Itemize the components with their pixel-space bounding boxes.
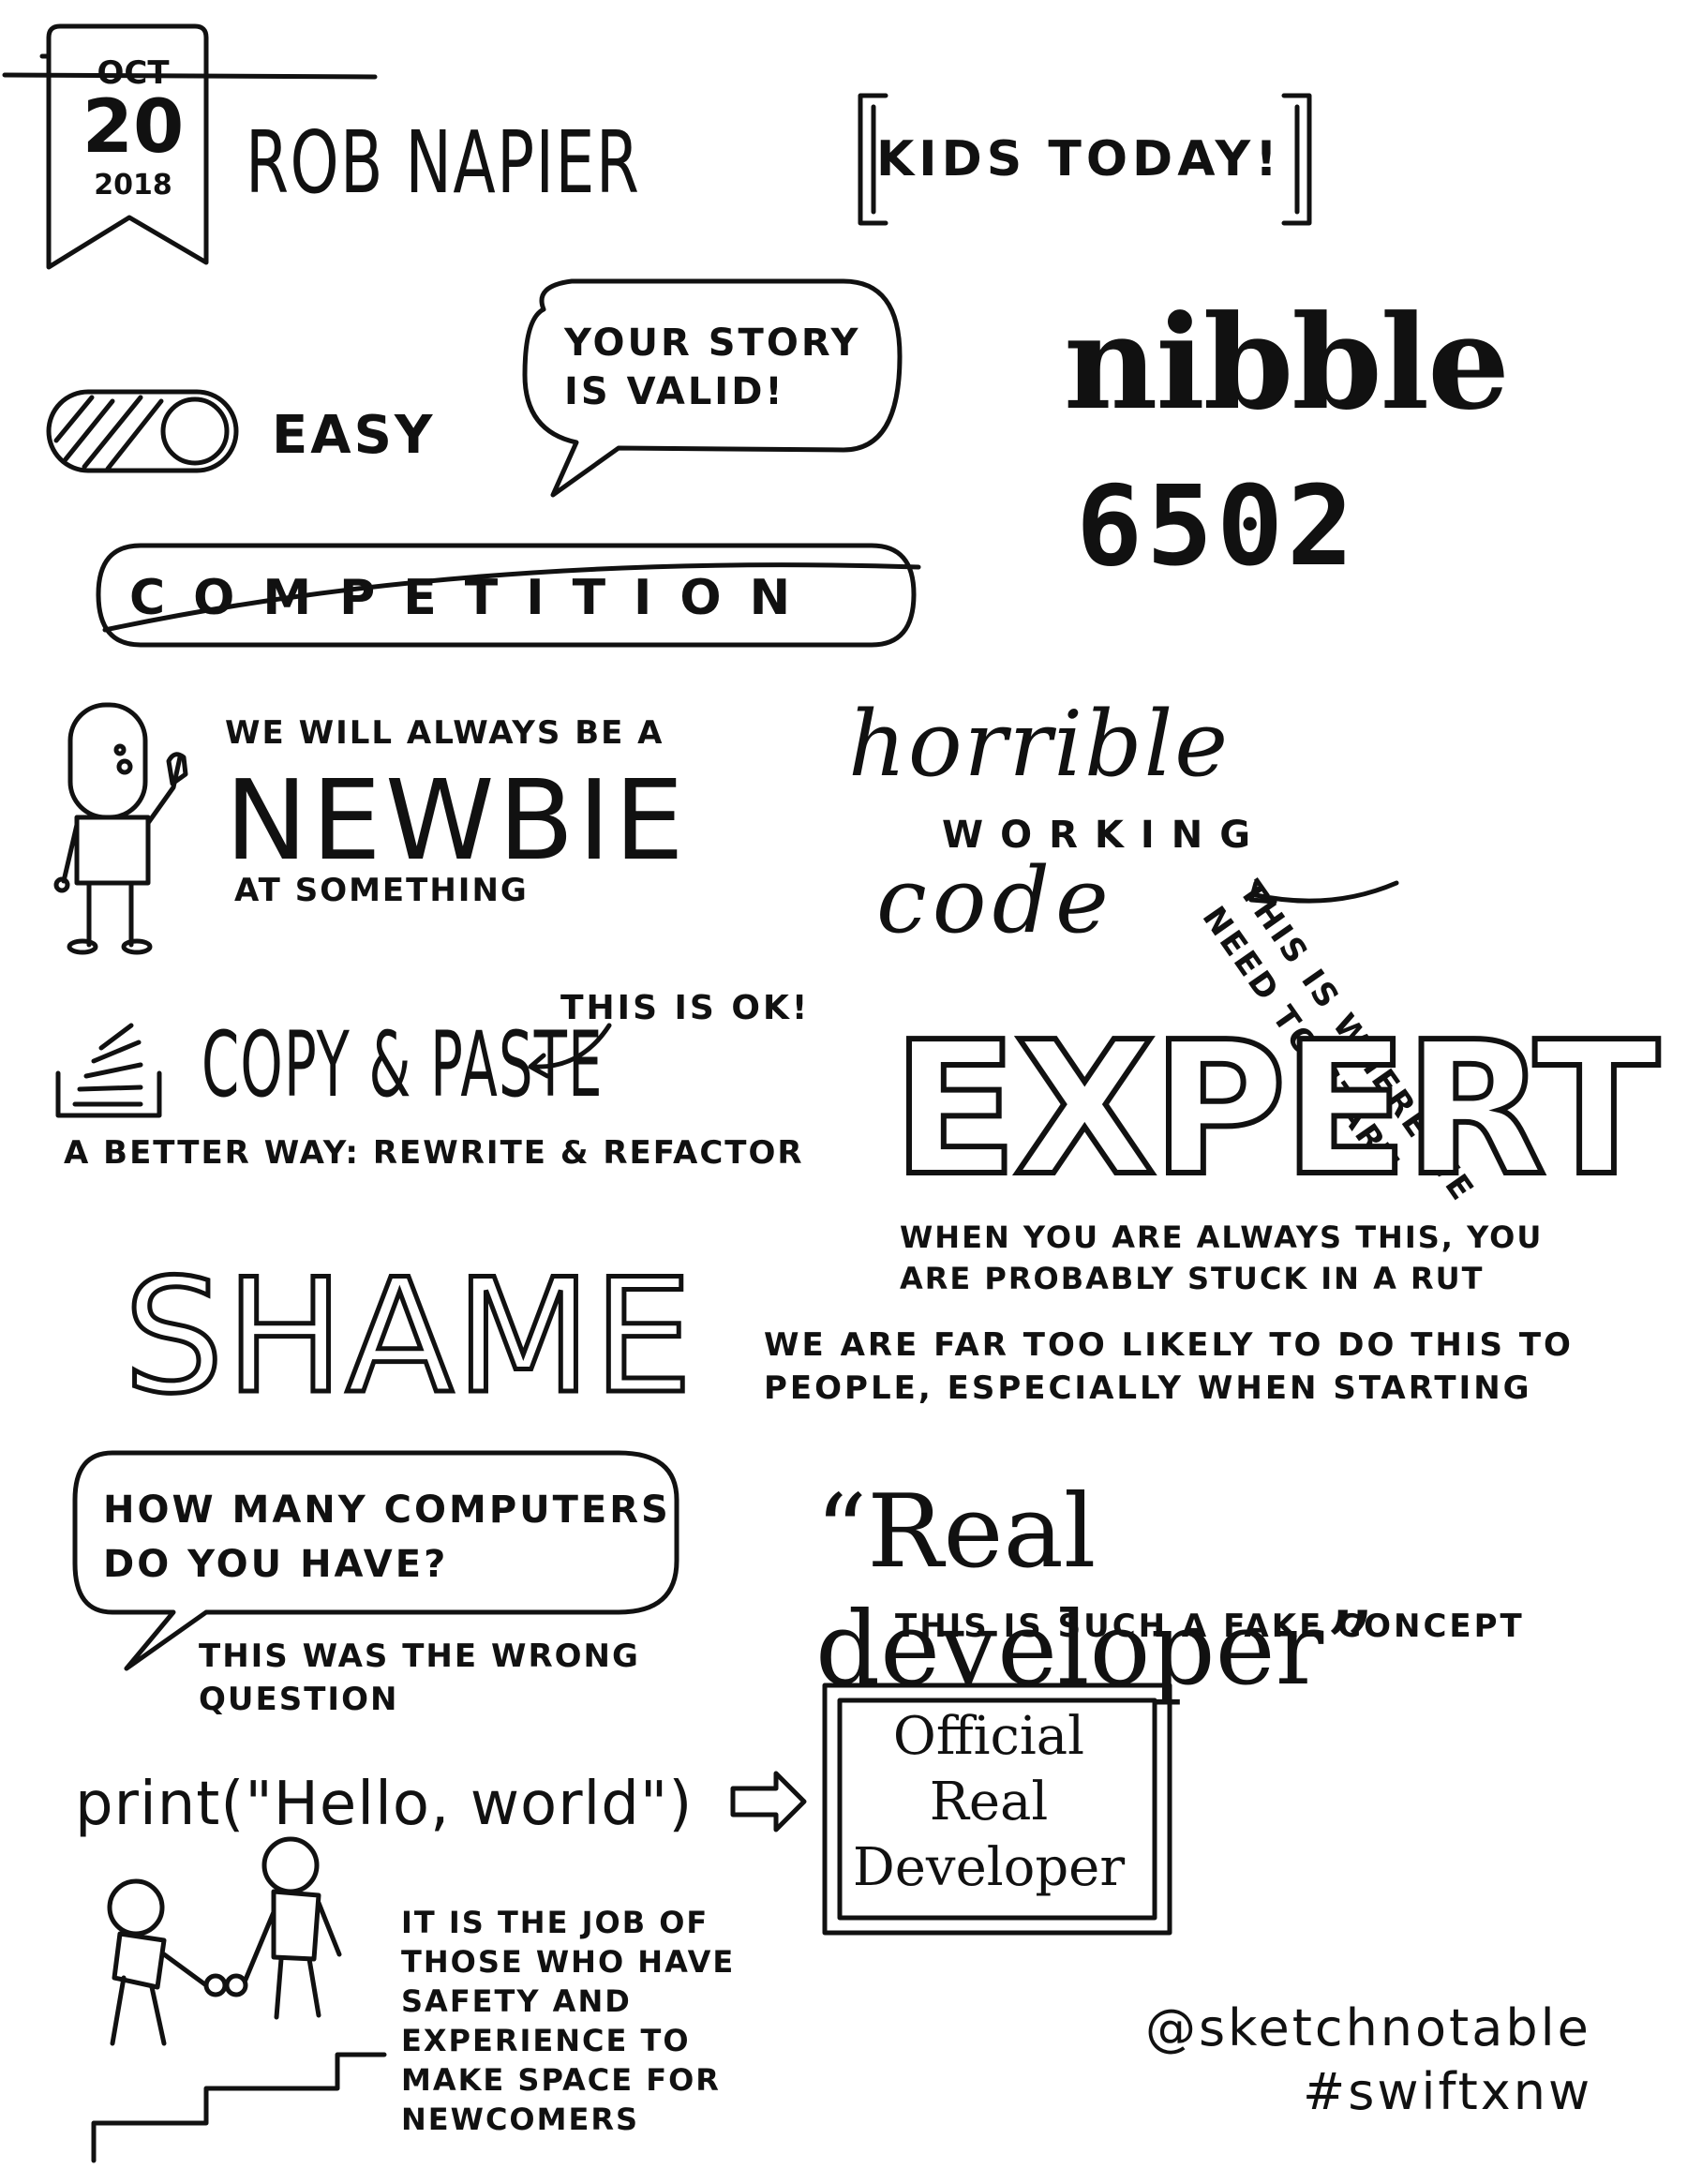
- speaker-name: ROB NAPIER: [246, 112, 641, 213]
- event-hashtag: #swiftxnw: [1303, 2062, 1593, 2121]
- expert-note: WHEN YOU ARE ALWAYS THIS, YOU ARE PROBAB…: [900, 1219, 1544, 1296]
- newbie-line-top: WE WILL ALWAYS BE A: [225, 714, 664, 752]
- date-year: 2018: [94, 169, 172, 202]
- nibble-word: nibble: [1064, 286, 1510, 439]
- speech-bubble-icon: [522, 278, 903, 498]
- chip-number: 6502: [1076, 461, 1358, 591]
- shame-note: WE ARE FAR TOO LIKELY TO DO THIS TO PEOP…: [764, 1326, 1574, 1407]
- competition-capsule-icon: [96, 543, 921, 648]
- copy-paste-title: COPY & PASTE: [202, 1012, 604, 1117]
- newbie-word: NEWBIE: [225, 755, 688, 885]
- date-ribbon-icon: [2, 23, 378, 270]
- certificate-line-1: Official: [892, 1706, 1085, 1767]
- newcomers-note: IT IS THE JOB OF THOSE WHO HAVE SAFETY A…: [401, 1905, 736, 2137]
- certificate-frame-icon: [822, 1683, 1172, 1936]
- story-bubble-text: YOUR STORY IS VALID!: [564, 322, 861, 413]
- speech-bubble-icon: [72, 1450, 679, 1671]
- shame-word: SHAME: [122, 1243, 695, 1431]
- certificate-text: Official Real Developer: [839, 1704, 1139, 1901]
- toggle-switch-icon: [46, 389, 239, 473]
- stack-layers-icon: [55, 1023, 162, 1118]
- working-word: WORKING: [942, 814, 1268, 857]
- competition-word: COMPETITION: [129, 570, 819, 626]
- certificate-line-2: Real: [929, 1772, 1049, 1832]
- certificate-line-3: Developer: [852, 1837, 1126, 1898]
- date-day: 20: [82, 85, 185, 170]
- ok-note: THIS IS OK!: [560, 989, 811, 1027]
- bracket-icon: [858, 93, 1312, 226]
- date-month: OCT: [97, 54, 170, 92]
- real-developer-quote: “Real developer”: [815, 1473, 1376, 1708]
- arrow-left-icon: [1248, 880, 1399, 905]
- expert-word: EXPERT: [889, 1000, 1662, 1219]
- computers-bubble-text: HOW MANY COMPUTERS DO YOU HAVE?: [103, 1488, 671, 1586]
- talk-title: KIDS TODAY!: [876, 131, 1282, 187]
- hello-world-code: print("Hello, world"): [75, 1770, 694, 1839]
- arrow-left-icon: [528, 1023, 612, 1079]
- horrible-word: horrible: [848, 692, 1231, 797]
- newbie-line-bottom: AT SOMETHING: [234, 872, 529, 909]
- code-word: code: [876, 848, 1114, 953]
- wrong-question-note: THIS WAS THE WRONG QUESTION: [199, 1638, 640, 1718]
- better-way-note: A BETTER WAY: REWRITE & REFACTOR: [64, 1134, 804, 1172]
- author-handle: @sketchnotable: [1145, 1998, 1591, 2057]
- helping-people-icon: [91, 1836, 387, 2163]
- fake-concept-note: THIS IS SUCH A FAKE CONCEPT: [895, 1608, 1525, 1645]
- toggle-label: EASY: [272, 405, 436, 466]
- newbie-person-icon: [53, 702, 188, 955]
- arrow-right-icon: [730, 1771, 807, 1832]
